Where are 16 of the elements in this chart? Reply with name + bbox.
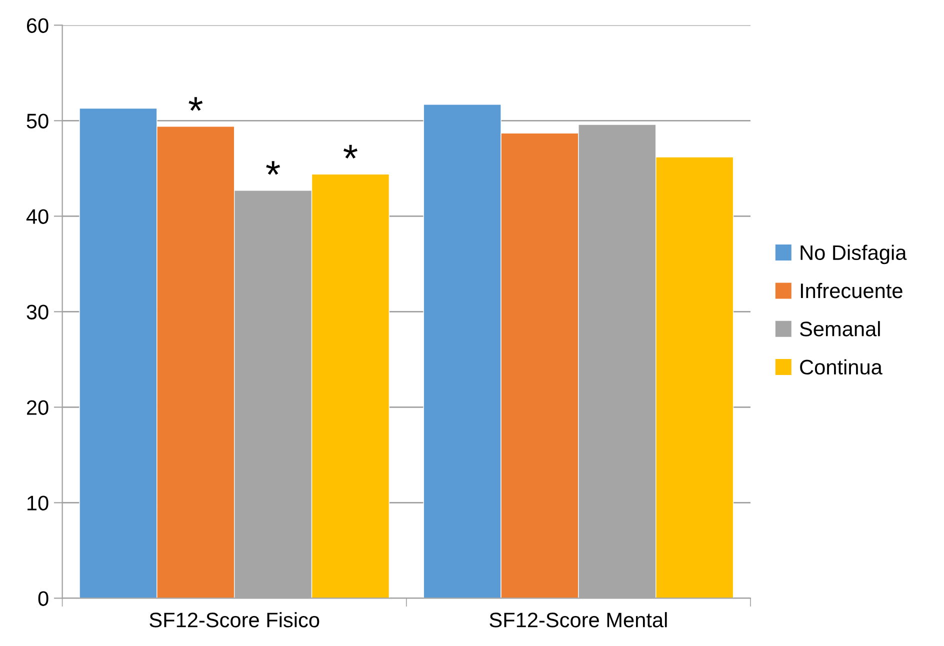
x-tick-label: SF12-Score Mental [490, 612, 667, 628]
y-tick-label: 10 [28, 496, 48, 510]
y-tick-label: 50 [26, 114, 48, 128]
annotation: * [266, 161, 280, 175]
legend-label: Semanal [800, 321, 880, 336]
legend-label: Continua [800, 359, 882, 375]
y-tick-label: 0 [38, 591, 48, 606]
annotation: * [188, 97, 203, 111]
y-tick-label: 20 [26, 400, 48, 415]
annotation: * [344, 144, 358, 159]
y-tick-label: 30 [26, 304, 48, 320]
y-tick-label: 60 [26, 18, 48, 33]
x-tick-label: SF12-Score Fisico [150, 612, 320, 628]
legend-label: No Disfagia [800, 244, 907, 264]
y-tick-label: 40 [26, 209, 48, 224]
legend-label: Infrecuente [800, 282, 902, 298]
